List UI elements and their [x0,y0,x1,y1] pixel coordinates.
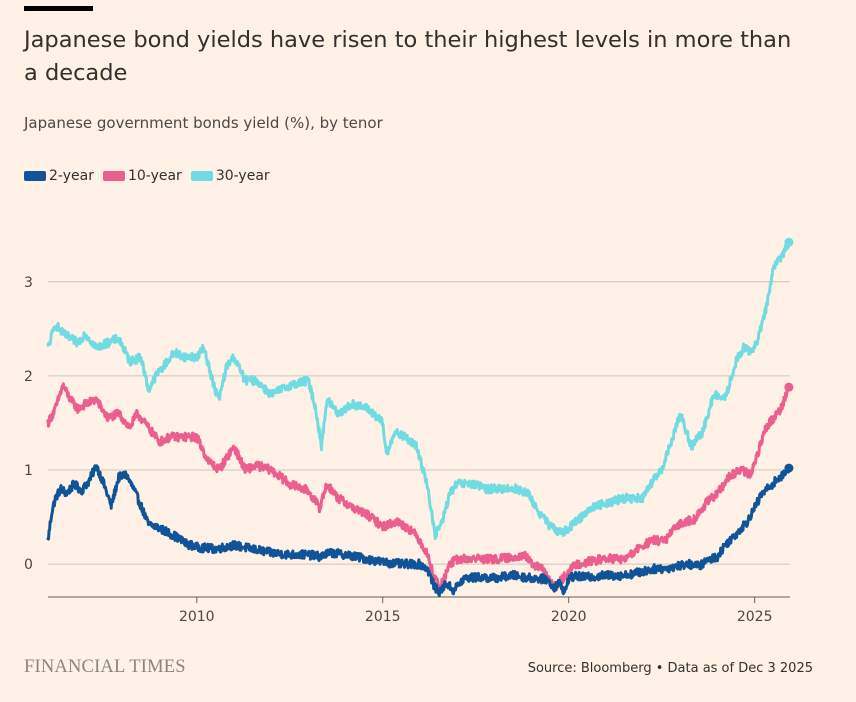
x-tick-label-2025: 2025 [737,609,773,625]
y-tick-label-0: 0 [24,557,33,573]
legend-item-2-year: 2-year [24,168,94,184]
line-chart: 0 1 2 3 2010 2015 2020 2025 [24,237,794,625]
legend: 2-year 10-year 30-year [24,168,279,184]
legend-item-30-year: 30-year [190,168,270,184]
legend-label-30-year: 30-year [215,168,270,184]
series-line-10-year [46,382,791,592]
x-tick-label-2010: 2010 [179,609,215,625]
x-tick-label-2020: 2020 [551,609,587,625]
series-line-30-year [46,240,791,541]
series-endpoint-2-year [784,463,794,473]
legend-label-2-year: 2-year [49,168,94,184]
chart-subtitle: Japanese government bonds yield (%), by … [24,114,383,132]
x-tick-label-2015: 2015 [365,609,401,625]
legend-label-10-year: 10-year [127,168,182,184]
series-endpoint-10-year [784,382,794,392]
source-note: Source: Bloomberg • Data as of Dec 3 202… [527,661,813,676]
series-line-2-year [46,464,791,598]
chart-title: Japanese bond yields have risen to their… [24,27,792,86]
y-tick-label-3: 3 [24,275,33,291]
y-tick-label-1: 1 [24,463,33,479]
ft-top-bar [24,6,93,11]
legend-item-10-year: 10-year [102,168,182,184]
legend-swatch-30-year [190,171,213,181]
legend-swatch-2-year [24,171,46,181]
y-tick-label-2: 2 [24,369,33,385]
legend-swatch-10-year [102,171,125,181]
series-endpoint-30-year [784,237,794,247]
ft-logo: FINANCIAL TIMES [24,657,186,677]
